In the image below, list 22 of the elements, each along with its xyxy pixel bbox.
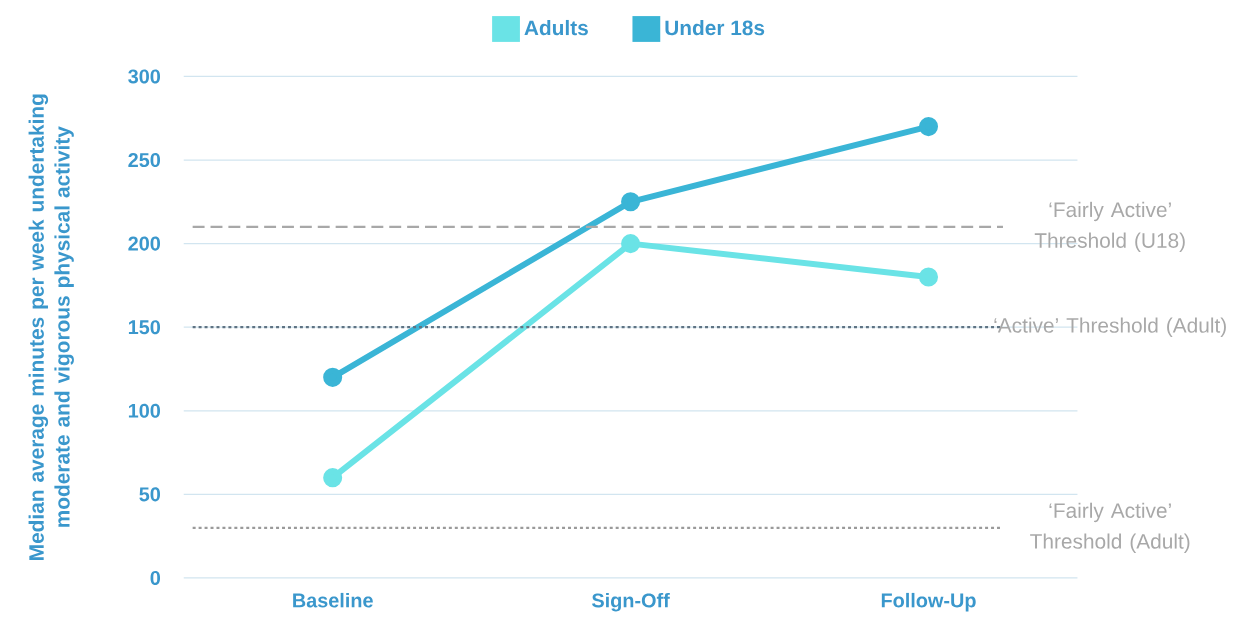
point <box>621 234 641 254</box>
ref-line-label: ‘Active’ Threshold (Adult) <box>994 317 1226 338</box>
y-tick-label: 0 <box>150 571 161 586</box>
point <box>323 468 343 488</box>
ref-line-label: ‘Fairly Active’ Threshold (Adult) <box>1030 502 1190 554</box>
point <box>323 367 343 388</box>
legend-label: Under 18s <box>665 20 765 36</box>
legend-label: Adults <box>524 20 588 36</box>
point <box>918 117 939 137</box>
y-tick-label: 150 <box>128 320 161 335</box>
y-axis-title: Median average minutes per week undertaking moderate and vigorous physical activity <box>28 94 74 561</box>
x-tick-label: Baseline <box>293 593 373 608</box>
point <box>621 192 641 212</box>
x-tick-label: Sign-Off <box>591 593 670 612</box>
y-tick-label: 250 <box>128 153 161 168</box>
y-tick-label: 200 <box>128 236 161 251</box>
y-tick-label: 100 <box>128 403 161 418</box>
ref-line-label: ‘Fairly Active’ Threshold (U18) <box>1034 201 1185 253</box>
y-tick-label: 50 <box>139 487 161 502</box>
y-tick-label: 300 <box>128 69 161 84</box>
point <box>918 267 939 287</box>
x-tick-label: Follow-Up <box>881 593 976 612</box>
